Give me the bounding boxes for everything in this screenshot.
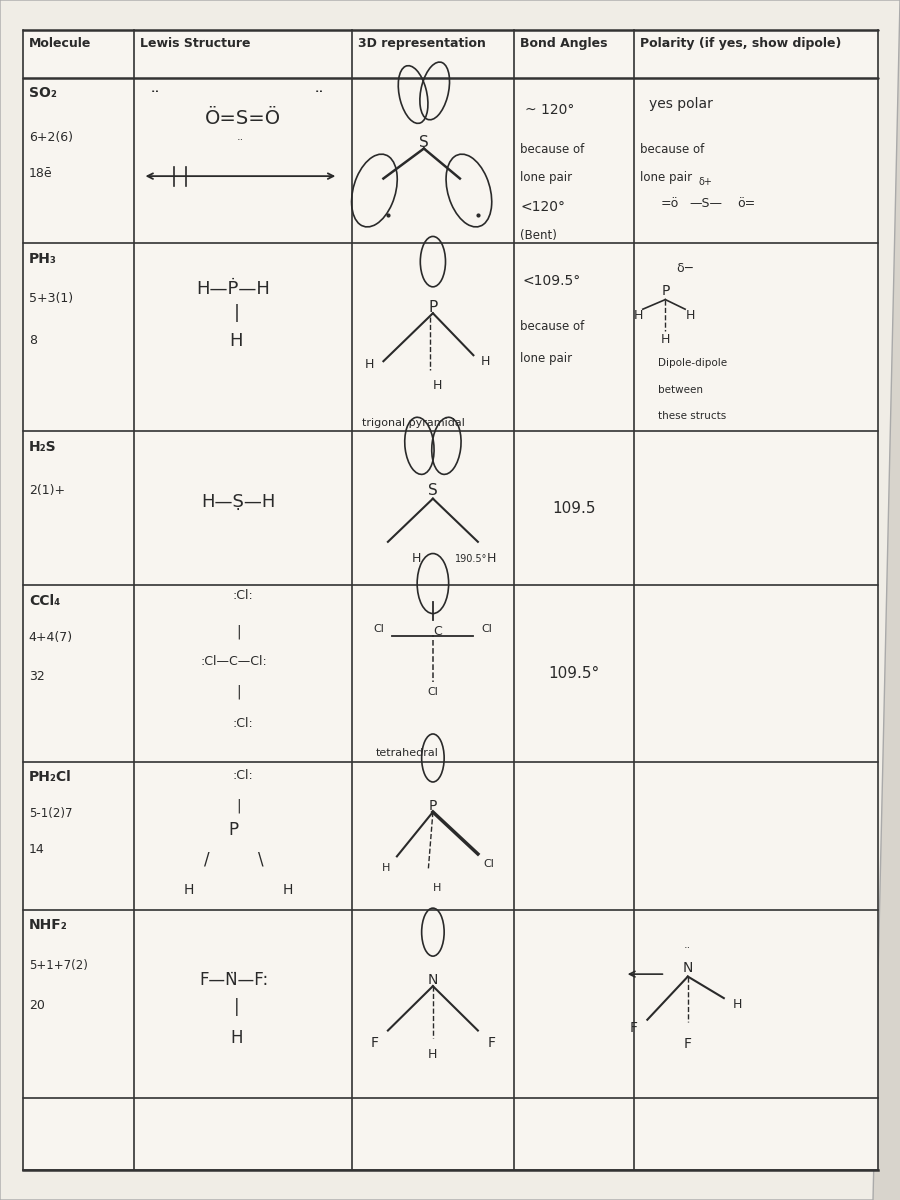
Text: Lewis Structure: Lewis Structure — [140, 37, 250, 50]
Text: H—Ṗ—H: H—Ṗ—H — [197, 281, 271, 299]
Text: 6+2(6): 6+2(6) — [29, 131, 73, 144]
Text: PH₂Cl: PH₂Cl — [29, 770, 72, 785]
Text: ··: ·· — [237, 136, 244, 145]
Text: <120°: <120° — [520, 200, 565, 215]
Text: Cl: Cl — [482, 624, 492, 634]
Text: H: H — [433, 882, 442, 893]
Text: NHF₂: NHF₂ — [29, 918, 68, 932]
Text: H: H — [433, 379, 442, 391]
Text: H—Ṣ—H: H—Ṣ—H — [201, 493, 275, 511]
Text: H: H — [733, 997, 742, 1010]
Text: /: / — [203, 851, 210, 869]
Text: H: H — [230, 1028, 243, 1046]
Text: these structs: these structs — [658, 412, 726, 421]
Text: —S—: —S— — [689, 197, 723, 210]
Text: ö=: ö= — [737, 197, 755, 210]
Text: |: | — [234, 997, 239, 1015]
Text: 109.5°: 109.5° — [548, 666, 599, 682]
Text: Polarity (if yes, show dipole): Polarity (if yes, show dipole) — [640, 37, 842, 50]
Text: H: H — [686, 308, 695, 322]
Text: 8: 8 — [29, 335, 37, 347]
Text: Bond Angles: Bond Angles — [520, 37, 608, 50]
Text: SO₂: SO₂ — [29, 86, 57, 101]
Text: (Bent): (Bent) — [520, 229, 557, 242]
Text: tetrahedral: tetrahedral — [376, 749, 439, 758]
Text: because of: because of — [640, 143, 705, 156]
Text: \: \ — [258, 851, 264, 869]
Text: :Cl:: :Cl: — [232, 589, 253, 602]
Text: H: H — [412, 552, 421, 565]
Text: Cl: Cl — [428, 686, 438, 696]
Text: F: F — [684, 1037, 692, 1051]
Text: H: H — [283, 883, 293, 896]
Text: 190.5°: 190.5° — [455, 553, 488, 564]
Text: trigonal pyramidal: trigonal pyramidal — [363, 419, 465, 428]
Text: δ+: δ+ — [699, 178, 713, 187]
Text: 5-1(2)7: 5-1(2)7 — [29, 808, 72, 821]
Text: N: N — [428, 973, 438, 988]
Text: δ−: δ− — [676, 263, 694, 275]
Text: 109.5: 109.5 — [553, 500, 596, 516]
Text: 32: 32 — [29, 671, 44, 683]
Text: F: F — [630, 1021, 638, 1036]
Text: 5+3(1): 5+3(1) — [29, 293, 73, 305]
Text: Dipole-dipole: Dipole-dipole — [658, 359, 727, 368]
Text: N: N — [682, 961, 693, 976]
Text: because of: because of — [520, 143, 585, 156]
Text: S: S — [419, 136, 428, 150]
Text: lone pair: lone pair — [520, 172, 572, 185]
Text: 20: 20 — [29, 998, 45, 1012]
Text: S: S — [428, 482, 437, 498]
Text: lone pair: lone pair — [520, 353, 572, 365]
Text: H: H — [487, 552, 496, 565]
Text: <109.5°: <109.5° — [522, 275, 580, 288]
Text: ~ 120°: ~ 120° — [525, 103, 574, 118]
Text: F—N̈—F:: F—N̈—F: — [199, 971, 268, 989]
Text: ··: ·· — [684, 943, 691, 953]
Text: CCl₄: CCl₄ — [29, 594, 60, 607]
Text: PH₃: PH₃ — [29, 252, 57, 265]
Text: 18ē: 18ē — [29, 167, 52, 180]
Text: Ö=S=Ö: Ö=S=Ö — [204, 109, 281, 128]
Text: =ö: =ö — [661, 197, 679, 210]
Text: H: H — [481, 355, 490, 367]
Text: |: | — [236, 799, 240, 814]
Text: H: H — [634, 308, 643, 322]
Text: H: H — [382, 863, 391, 874]
Text: H: H — [661, 332, 670, 346]
Text: |: | — [236, 684, 240, 698]
Text: yes polar: yes polar — [649, 97, 713, 112]
Text: 4+4(7): 4+4(7) — [29, 631, 73, 643]
Text: Molecule: Molecule — [29, 37, 91, 50]
Text: Cl: Cl — [483, 858, 494, 869]
Text: 14: 14 — [29, 844, 44, 857]
Text: P: P — [229, 821, 238, 839]
Text: |: | — [236, 624, 240, 638]
Text: P: P — [428, 300, 437, 314]
Text: :Cl—C—Cl:: :Cl—C—Cl: — [201, 655, 267, 668]
Text: H: H — [230, 332, 243, 350]
Text: P: P — [428, 799, 437, 812]
Text: H: H — [184, 883, 194, 896]
Text: 2(1)+: 2(1)+ — [29, 484, 65, 497]
Text: H: H — [428, 1048, 437, 1061]
Text: between: between — [658, 385, 703, 395]
Text: F: F — [371, 1036, 378, 1050]
Text: P: P — [662, 284, 670, 298]
Text: :Cl:: :Cl: — [232, 718, 253, 731]
Text: :Cl:: :Cl: — [232, 769, 253, 782]
Text: F: F — [488, 1036, 495, 1050]
Text: lone pair: lone pair — [640, 172, 692, 185]
Text: because of: because of — [520, 320, 585, 332]
Text: C: C — [433, 625, 442, 638]
Text: H: H — [365, 359, 374, 371]
Text: H₂S: H₂S — [29, 439, 57, 454]
Text: 3D representation: 3D representation — [358, 37, 486, 50]
Text: Cl: Cl — [374, 624, 384, 634]
Text: |: | — [233, 305, 239, 323]
Text: 5+1+7(2): 5+1+7(2) — [29, 959, 87, 972]
